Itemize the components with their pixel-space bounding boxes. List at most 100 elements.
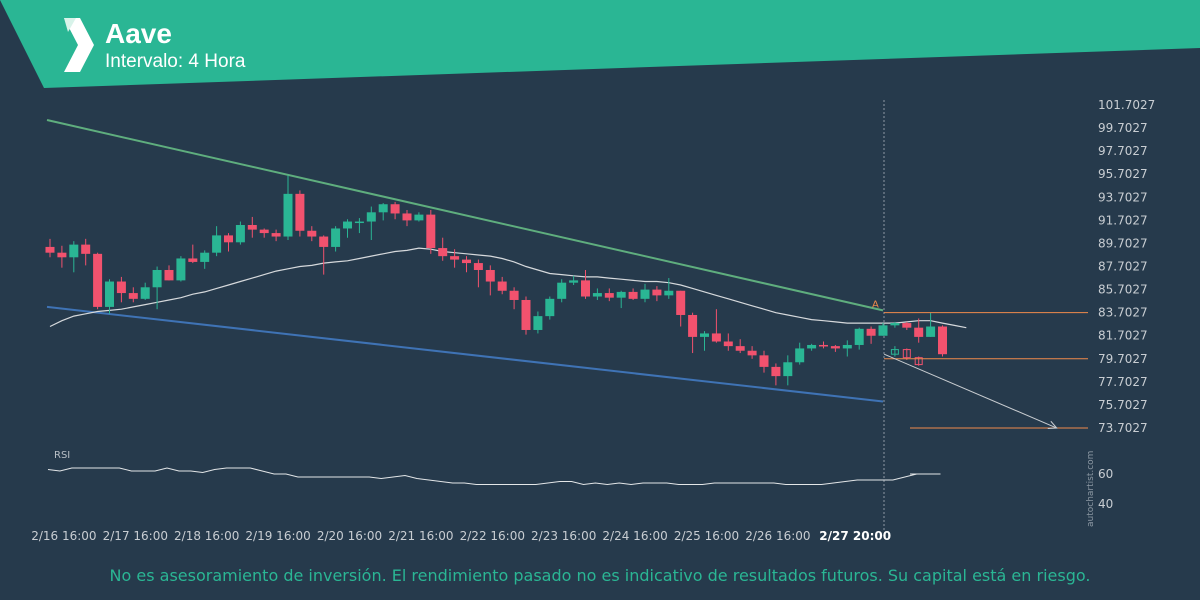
y-tick-label: 81.7027 xyxy=(1098,329,1148,343)
bull-candle xyxy=(414,214,424,221)
bear-candle xyxy=(473,263,483,270)
page-title: Aave xyxy=(105,18,172,49)
bear-candle xyxy=(830,346,840,349)
y-tick-label: 89.7027 xyxy=(1098,236,1148,250)
support-line xyxy=(46,305,884,403)
bear-candle xyxy=(188,258,198,262)
bear-candle xyxy=(866,328,876,336)
bear-candle xyxy=(604,293,614,298)
projection: A xyxy=(872,299,1088,429)
bull-candle xyxy=(783,362,793,377)
bull-candle xyxy=(235,225,245,243)
rsi-tick-label: 40 xyxy=(1098,497,1113,511)
moving-average-line xyxy=(49,247,967,329)
bull-candle xyxy=(105,281,114,307)
y-tick-label: 97.7027 xyxy=(1098,144,1148,158)
x-tick-label: 2/18 16:00 xyxy=(174,529,239,543)
x-tick-label: 2/25 16:00 xyxy=(674,529,739,543)
trend-lines xyxy=(46,100,885,532)
header-banner: Aave Intervalo: 4 Hora xyxy=(0,0,1200,88)
bear-candle xyxy=(902,323,912,328)
bear-candle xyxy=(652,289,662,296)
bear-candle xyxy=(735,346,745,351)
rsi-panel: RSI 60 40 xyxy=(47,450,1113,511)
y-tick-label: 101.7027 xyxy=(1098,98,1155,112)
rsi-label: RSI xyxy=(54,450,70,461)
candles xyxy=(45,175,947,386)
watermark: autochartist.com xyxy=(1086,451,1096,527)
bear-candle xyxy=(509,290,519,300)
bull-candle xyxy=(569,280,579,283)
bear-candle xyxy=(319,236,329,247)
bear-candle xyxy=(390,204,400,214)
bull-candle xyxy=(592,293,602,297)
projection-arrow-head xyxy=(1047,420,1058,429)
bull-candle xyxy=(807,344,817,349)
projection-arrow-line xyxy=(883,353,1057,429)
y-tick-label: 83.7027 xyxy=(1098,306,1148,320)
bear-candle xyxy=(45,246,55,253)
bull-candle xyxy=(926,326,936,337)
y-tick-label: 91.7027 xyxy=(1098,213,1148,227)
y-tick-label: 93.7027 xyxy=(1098,190,1148,204)
bear-candle xyxy=(128,293,138,299)
bear-candle xyxy=(938,326,947,355)
rsi-line xyxy=(47,467,941,486)
bear-candle xyxy=(224,235,233,243)
bull-candle xyxy=(557,282,567,299)
bear-candle xyxy=(723,341,733,347)
risk-disclaimer: No es asesoramiento de inversión. El ren… xyxy=(109,566,1091,585)
bear-candle xyxy=(164,269,174,281)
bull-candle xyxy=(176,258,186,281)
x-tick-label: 2/26 16:00 xyxy=(745,529,810,543)
bear-candle xyxy=(676,290,686,315)
bear-candle xyxy=(747,350,757,356)
x-tick-label: 2/22 16:00 xyxy=(460,529,525,543)
bull-candle xyxy=(854,328,864,345)
bear-candle xyxy=(497,281,507,291)
moving-average xyxy=(49,247,967,329)
x-tick-label: 2/24 16:00 xyxy=(602,529,667,543)
bear-candle xyxy=(307,230,317,237)
bear-candle xyxy=(426,214,436,249)
bull-candle xyxy=(640,289,650,299)
bear-candle xyxy=(450,256,460,260)
bull-candle xyxy=(200,252,210,262)
bull-candle xyxy=(283,193,293,237)
y-tick-label: 73.7027 xyxy=(1098,421,1148,435)
y-tick-label: 77.7027 xyxy=(1098,375,1148,389)
bull-candle xyxy=(616,291,626,298)
bear-candle xyxy=(581,280,590,297)
x-tick-label: 2/16 16:00 xyxy=(31,529,96,543)
y-tick-label: 79.7027 xyxy=(1098,352,1148,366)
y-tick-label: 85.7027 xyxy=(1098,283,1148,297)
bull-candle xyxy=(354,221,364,224)
x-tick-label: 2/20 16:00 xyxy=(317,529,382,543)
bear-candle xyxy=(438,248,448,257)
breakout-label: A xyxy=(872,299,879,310)
bull-candle xyxy=(212,235,222,253)
projection-candle xyxy=(914,357,923,366)
x-tick-label: 2/17 16:00 xyxy=(103,529,168,543)
bear-candle xyxy=(93,253,103,307)
bear-candle xyxy=(57,252,67,258)
bull-candle xyxy=(700,333,709,337)
x-tick-label: 2/23 16:00 xyxy=(531,529,596,543)
bear-candle xyxy=(259,229,269,234)
x-tick-label: 2/19 16:00 xyxy=(245,529,310,543)
projection-candle xyxy=(902,349,911,359)
bear-candle xyxy=(271,233,281,237)
bull-candle xyxy=(366,212,376,222)
bull-candle xyxy=(533,316,543,330)
header-background xyxy=(0,0,1200,88)
bear-candle xyxy=(485,269,495,282)
bull-candle xyxy=(152,269,162,288)
bull-candle xyxy=(343,221,352,229)
bear-candle xyxy=(81,244,91,254)
bull-candle xyxy=(795,348,805,363)
bear-candle xyxy=(711,333,721,342)
autochartist-logo-icon xyxy=(64,18,94,72)
rsi-tick-label: 60 xyxy=(1098,467,1113,481)
bear-candle xyxy=(402,213,412,221)
